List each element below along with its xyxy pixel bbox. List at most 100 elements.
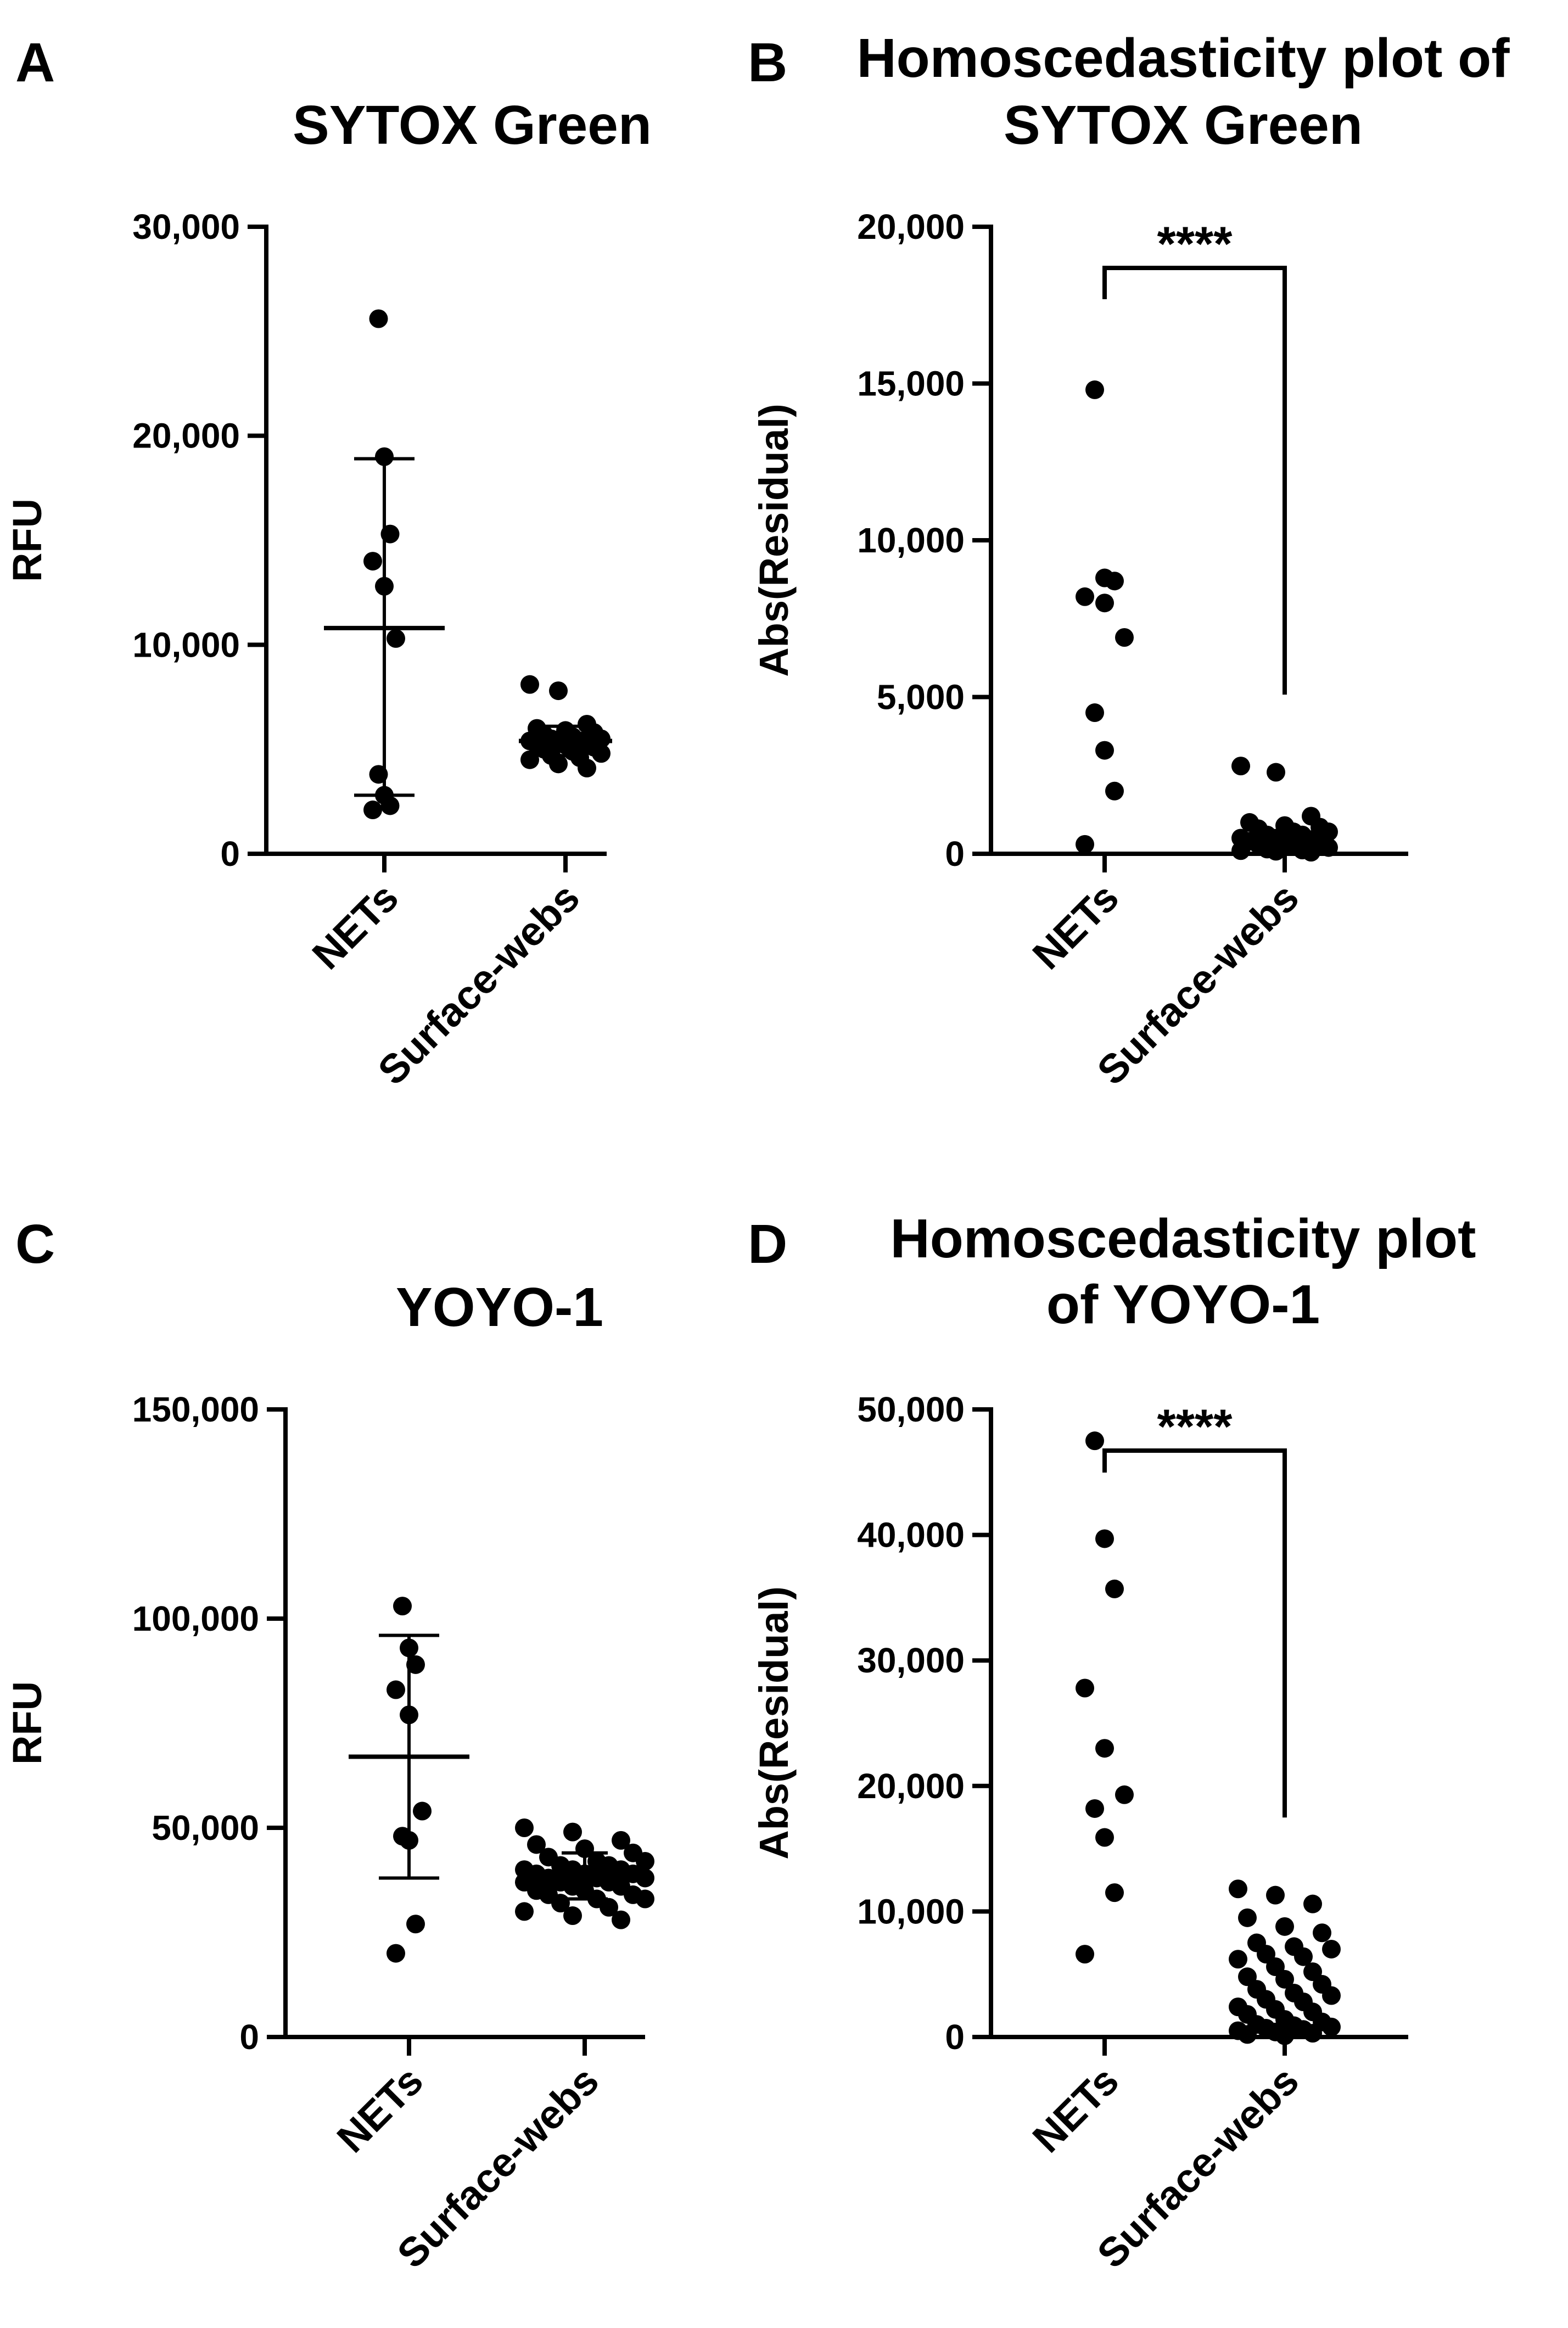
panel-a-category-label: NETs bbox=[304, 875, 407, 978]
panel-d-data-point bbox=[1275, 2026, 1294, 2045]
panel-d-data-point bbox=[1095, 1828, 1114, 1847]
panel-a-y-axis-label: RFU bbox=[4, 499, 50, 582]
panel-b-data-point bbox=[1095, 741, 1114, 760]
panel-d-y-tick-label: 10,000 bbox=[857, 1892, 965, 1931]
panel-d-y-tick-label: 0 bbox=[945, 2017, 965, 2057]
panel-b-data-point bbox=[1267, 763, 1285, 782]
panel-a-y-tick-label: 20,000 bbox=[132, 416, 240, 456]
panel-c-y-axis-label: RFU bbox=[4, 1681, 50, 1765]
panel-c-data-point bbox=[636, 1889, 654, 1909]
panel-d-y-tick-label: 40,000 bbox=[857, 1515, 965, 1555]
panel-b-y-tick-label: 5,000 bbox=[877, 678, 965, 717]
panel-a-data-point bbox=[592, 744, 611, 763]
panel-c-y-tick-label: 150,000 bbox=[132, 1390, 259, 1429]
panel-a-data-point bbox=[549, 754, 568, 774]
panel-a-data-point bbox=[363, 801, 382, 820]
panel-d-data-point bbox=[1095, 1739, 1114, 1758]
panel-a-data-point bbox=[380, 796, 400, 815]
panel-b-significance-label: **** bbox=[1157, 216, 1233, 271]
panel-d-y-tick-label: 50,000 bbox=[857, 1390, 965, 1429]
panel-b-data-point bbox=[1231, 841, 1250, 860]
panel-c-data-point bbox=[527, 1835, 546, 1854]
panel-a-y-tick-label: 10,000 bbox=[132, 625, 240, 664]
panel-b-y-tick-label: 20,000 bbox=[857, 207, 965, 247]
panel-b-y-tick-label: 10,000 bbox=[857, 521, 965, 560]
panel-b-data-point bbox=[1319, 838, 1338, 857]
panel-c-data-point bbox=[393, 1597, 412, 1616]
panel-d-data-point bbox=[1303, 2024, 1322, 2043]
panel-c-chart: YOYO-1050,000100,000150,000RFUNETsSurfac… bbox=[4, 1277, 654, 2277]
panel-b-y-tick-label: 15,000 bbox=[857, 364, 965, 404]
panel-c-title-line: YOYO-1 bbox=[396, 1277, 603, 1338]
panel-d-data-point bbox=[1266, 1885, 1285, 1905]
panel-d-data-point bbox=[1238, 2025, 1257, 2044]
panel-c-data-point bbox=[515, 1902, 534, 1921]
panel-a-data-point bbox=[578, 758, 596, 777]
panel-d-data-point bbox=[1105, 1883, 1124, 1902]
panel-b-title-line: Homoscedasticity plot of bbox=[856, 27, 1510, 89]
panel-d-data-point bbox=[1085, 1431, 1104, 1451]
panel-c-y-tick-label: 0 bbox=[239, 2017, 259, 2057]
panel-b-data-point bbox=[1085, 703, 1104, 723]
panel-d-title-line: of YOYO-1 bbox=[1046, 1274, 1320, 1335]
panel-d-data-point bbox=[1313, 1923, 1331, 1943]
panel-a-data-point bbox=[369, 309, 388, 328]
panel-letter-b: B bbox=[748, 32, 787, 93]
panel-a-data-point bbox=[363, 552, 382, 571]
panel-b-series-surface-webs bbox=[1231, 757, 1338, 862]
panel-d-data-point bbox=[1229, 1879, 1247, 1899]
panel-b-data-point bbox=[1105, 572, 1124, 591]
panel-b-data-point bbox=[1105, 781, 1124, 801]
panel-a-series-nets bbox=[324, 309, 445, 820]
panel-c-y-tick-label: 50,000 bbox=[152, 1808, 259, 1848]
panel-b-title-line: SYTOX Green bbox=[1004, 94, 1363, 156]
panel-c-data-point bbox=[612, 1831, 630, 1850]
panel-c-data-point bbox=[636, 1868, 654, 1888]
panel-c-data-point bbox=[612, 1910, 630, 1929]
panel-d-significance-bracket bbox=[1102, 1448, 1287, 1818]
panel-d-category-label: NETs bbox=[1024, 2058, 1128, 2162]
panel-b-category-label: NETs bbox=[1024, 875, 1128, 978]
panel-c-category-label: NETs bbox=[328, 2058, 432, 2162]
panel-d-data-point bbox=[1076, 1678, 1094, 1698]
panel-b-data-point bbox=[1302, 843, 1320, 862]
panel-a-chart: SYTOX Green010,00020,00030,000RFUNETsSur… bbox=[4, 94, 652, 1094]
panel-d-series-nets bbox=[1076, 1431, 1134, 1964]
panel-b-data-point bbox=[1076, 835, 1094, 854]
panel-d-data-point bbox=[1322, 1939, 1341, 1958]
panel-b-y-axis-label: Abs(Residual) bbox=[751, 404, 797, 677]
panel-letter-d: D bbox=[748, 1213, 787, 1275]
panel-c-series-nets bbox=[349, 1597, 469, 1963]
panel-b-series-nets bbox=[1076, 380, 1134, 854]
panel-a-y-tick-label: 0 bbox=[220, 834, 240, 874]
panel-c-y-tick-label: 100,000 bbox=[132, 1599, 259, 1638]
panel-c-data-point bbox=[413, 1801, 432, 1821]
panel-c-data-point bbox=[387, 1944, 405, 1963]
panel-c-series-surface-webs bbox=[515, 1818, 654, 1929]
panel-d-data-point bbox=[1275, 1969, 1294, 1989]
panel-b-significance-bracket bbox=[1102, 266, 1287, 695]
panel-d-data-point bbox=[1076, 1945, 1094, 1964]
panel-b-data-point bbox=[1267, 842, 1285, 861]
panel-d-data-point bbox=[1322, 2017, 1341, 2036]
panel-d-data-point bbox=[1322, 1986, 1341, 2005]
panel-c-data-point bbox=[406, 1915, 425, 1934]
panel-d-data-point bbox=[1095, 1529, 1114, 1548]
panel-c-data-point bbox=[563, 1906, 582, 1926]
panel-d-y-axis-label: Abs(Residual) bbox=[751, 1586, 797, 1860]
panel-c-data-point bbox=[636, 1851, 654, 1871]
panel-c-data-point bbox=[600, 1898, 618, 1917]
panel-d-data-point bbox=[1115, 1785, 1134, 1804]
panel-b-y-tick-label: 0 bbox=[945, 834, 965, 874]
panel-letter-c: C bbox=[15, 1213, 55, 1275]
panel-letter-a: A bbox=[15, 32, 55, 93]
panel-b-data-point bbox=[1115, 628, 1134, 647]
panel-d-data-point bbox=[1229, 1950, 1247, 1969]
panel-d-data-point bbox=[1275, 1917, 1294, 1936]
panel-a-y-tick-label: 30,000 bbox=[132, 207, 240, 247]
panel-a-data-point bbox=[549, 681, 568, 701]
panel-d-significance-label: **** bbox=[1157, 1399, 1233, 1453]
